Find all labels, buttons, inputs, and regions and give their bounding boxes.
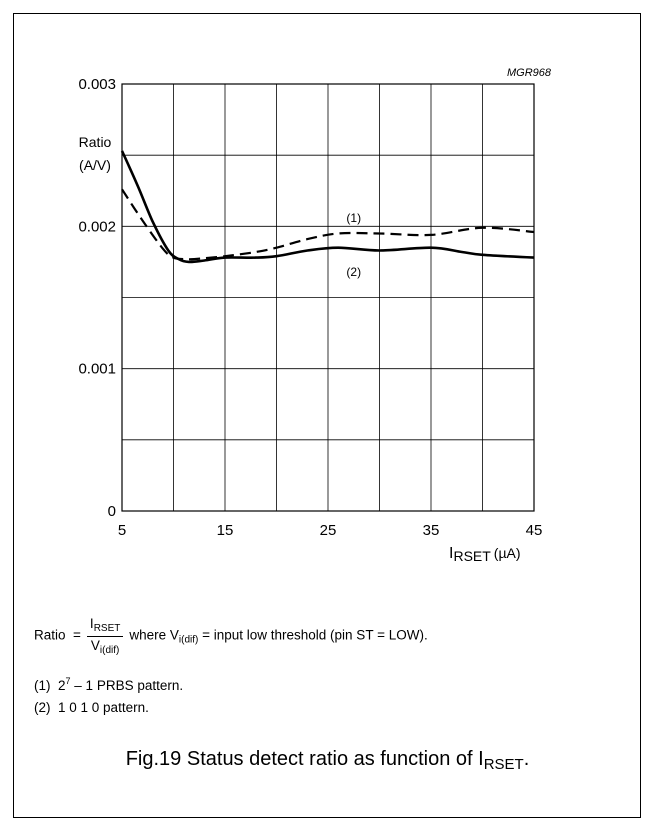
y-tick-label: 0.003	[78, 76, 116, 93]
y-axis-label-line1: Ratio	[79, 134, 112, 150]
y-tick-label: 0.001	[78, 361, 116, 378]
y-tick-label: 0	[108, 503, 116, 520]
figure-caption: Fig.19 Status detect ratio as function o…	[125, 748, 530, 773]
series-label-1: (1)	[346, 211, 361, 225]
chart: 5 15 25 35 45 0 0.001 0.002 0.003 (1) (2) MGR968 R…	[78, 67, 552, 564]
ratio-definition: Ratio = IRSET Vi(dif) where Vi(dif) = input…	[34, 616, 428, 656]
x-tick-label: 15	[217, 522, 234, 539]
x-tick-label: 45	[526, 522, 543, 539]
x-tick-label: 5	[118, 522, 126, 539]
series-line-2	[120, 150, 535, 264]
x-tick-label: 35	[423, 522, 440, 539]
ratio-fraction: IRSET Vi(dif)	[86, 616, 124, 656]
y-tick-label: 0.002	[78, 218, 116, 235]
figure-code: MGR968	[507, 67, 552, 79]
note-1: (1) 27 – 1 PRBS pattern.	[34, 676, 184, 693]
x-axis-label: IRSET (µA)	[449, 545, 521, 564]
plot-area	[121, 83, 535, 512]
series-line-1	[121, 188, 535, 261]
note-2: (2) 1 0 1 0 pattern.	[34, 700, 149, 715]
series-label-2: (2)	[346, 265, 361, 279]
y-axis-label-line2: (A/V)	[79, 157, 111, 173]
x-tick-label: 25	[320, 522, 337, 539]
grid	[121, 83, 535, 512]
